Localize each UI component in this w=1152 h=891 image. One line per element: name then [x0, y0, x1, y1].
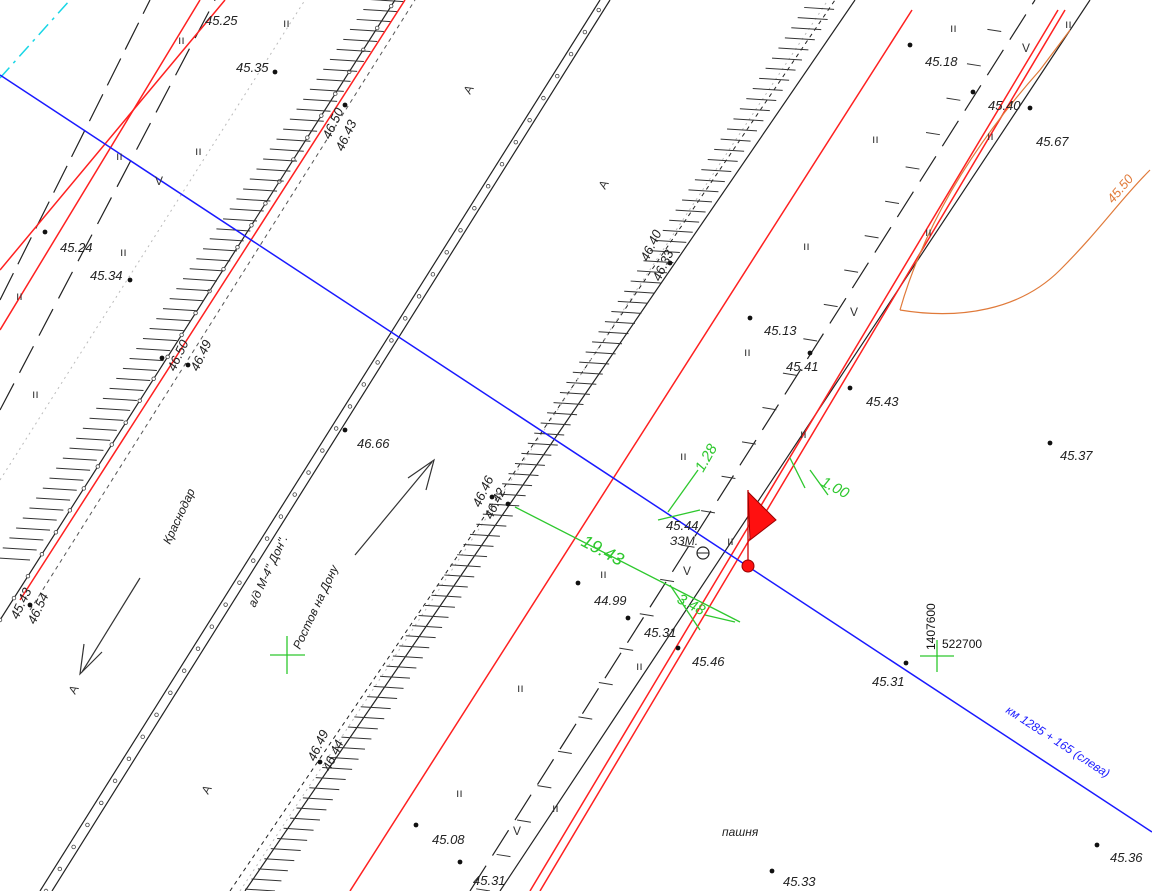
- elevation-label: 45.36: [1110, 850, 1143, 865]
- grass-symbol: ıı: [680, 449, 687, 463]
- krasnodar-label: Краснодар: [160, 486, 198, 546]
- direction-arrows: [79, 458, 436, 676]
- elevation-label: 44.99: [594, 593, 627, 608]
- grass-symbol: ıı: [987, 129, 994, 143]
- elevation-label: 46.66: [357, 436, 390, 451]
- grass-symbol: ıı: [120, 245, 127, 259]
- chainage-line: [0, 74, 1152, 833]
- v-symbol: V: [850, 305, 858, 319]
- grass-symbol: ıı: [32, 387, 39, 401]
- dim-1-00: 1.00: [818, 474, 852, 503]
- grass-symbol: ıı: [600, 567, 607, 581]
- elevation-label: 45.24: [60, 240, 93, 255]
- elevation-label: 45.34: [90, 268, 123, 283]
- elevation-label: 45.37: [1060, 448, 1093, 463]
- elevation-label: 45.13: [764, 323, 797, 338]
- survey-points: [27, 42, 1100, 874]
- v-symbol: V: [1022, 41, 1030, 55]
- grass-symbol: ıı: [16, 289, 23, 303]
- dim-3-48: 3.48: [674, 591, 708, 620]
- grass-symbol: ıı: [800, 427, 807, 441]
- dim-19-43: 19.43: [578, 531, 627, 570]
- field-label: пашня: [722, 825, 759, 839]
- grass-symbol: ıı: [636, 659, 643, 673]
- red-flag-marker[interactable]: [741, 490, 777, 573]
- red-edge-lines: [0, 0, 1066, 891]
- symbol-a: А: [65, 683, 81, 697]
- elevation-labels: 45.2545.3546.5046.4345.2445.3446.5046.49…: [7, 13, 1143, 889]
- elevation-label: 45.08: [432, 832, 465, 847]
- v-symbol: V: [155, 174, 163, 188]
- cyan-boundary-line: [0, 0, 71, 79]
- elevation-label: 45.43: [866, 394, 899, 409]
- well-symbol: [696, 546, 710, 560]
- grass-symbol: ıı: [195, 144, 202, 158]
- elevation-label: 45.31: [644, 625, 677, 640]
- chainage-label: км 1285 + 165 (слева): [1003, 703, 1112, 781]
- elevation-label: 46.49: [187, 337, 214, 373]
- symbol-labels: А А А Аıı ıı ıı ıı ıı ıı ıı ıı ıı ıı ıı ıı ıı ıı ıı ıı ıı ıı…: [16, 16, 1072, 838]
- rostov-label: Ростов на Дону: [290, 562, 342, 651]
- embankment-hatching: [0, 0, 1002, 891]
- elevation-label: 45.25: [205, 13, 238, 28]
- elevation-label: 45.40: [988, 98, 1021, 113]
- grass-symbol: ıı: [1065, 17, 1072, 31]
- grass-symbol: ıı: [925, 225, 932, 239]
- grass-symbol: ıı: [552, 801, 559, 815]
- elevation-label: 45.35: [236, 60, 269, 75]
- dimension-lines: [270, 457, 954, 674]
- grass-symbol: ıı: [872, 132, 879, 146]
- zam-label: ЗЗМ.: [670, 534, 698, 548]
- elevation-label: 45.31: [872, 674, 905, 689]
- elevation-label: 45.18: [925, 54, 958, 69]
- elevation-label: 45.67: [1036, 134, 1069, 149]
- grass-symbol: ıı: [803, 239, 810, 253]
- grass-symbol: ıı: [178, 33, 185, 47]
- dim-1-28: 1.28: [692, 441, 722, 475]
- v-symbol: V: [513, 824, 521, 838]
- symbol-a: А: [460, 83, 476, 97]
- elevation-label: 45.33: [783, 874, 816, 889]
- road-lines: [0, 0, 1091, 891]
- grass-symbol: ıı: [727, 534, 734, 548]
- symbol-a: А: [595, 178, 611, 192]
- contour-line: [899, 29, 1151, 315]
- grass-symbol: ıı: [456, 786, 463, 800]
- grass-symbol: ıı: [116, 149, 123, 163]
- elevation-label: 45.46: [692, 654, 725, 669]
- coord-east: 522700: [942, 637, 982, 651]
- grass-symbol: ıı: [950, 21, 957, 35]
- grass-symbol: ıı: [283, 16, 290, 30]
- contour-value: 45.50: [1104, 171, 1137, 206]
- v-symbol: V: [683, 564, 691, 578]
- elevation-label: 45.31: [473, 873, 506, 888]
- grass-symbol: ıı: [517, 681, 524, 695]
- symbol-a: А: [198, 783, 214, 797]
- elevation-label: 45.41: [786, 359, 819, 374]
- grass-symbol: ıı: [744, 345, 751, 359]
- coord-north: 1407600: [924, 603, 938, 650]
- elevation-label: 45.44: [666, 518, 699, 533]
